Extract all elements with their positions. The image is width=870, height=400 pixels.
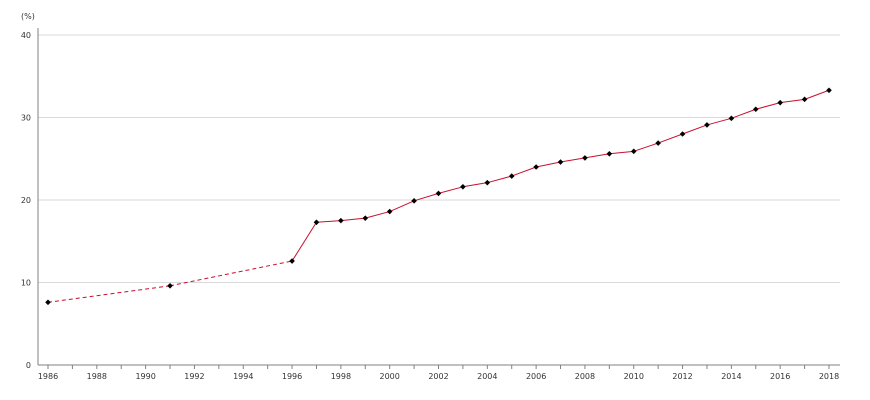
data-point-marker bbox=[752, 106, 759, 113]
data-point-marker bbox=[362, 215, 369, 221]
data-point-marker bbox=[679, 131, 686, 137]
data-point-marker bbox=[704, 122, 710, 128]
data-point-marker bbox=[630, 148, 637, 155]
y-axis-unit-label: (%) bbox=[21, 12, 35, 21]
y-tick-label: 30 bbox=[21, 114, 31, 123]
x-tick-label: 1990 bbox=[135, 372, 155, 381]
data-point-marker bbox=[435, 190, 442, 197]
x-tick-label: 1992 bbox=[184, 372, 204, 381]
series-segment bbox=[389, 200, 415, 213]
series-segment bbox=[340, 217, 366, 222]
series-segment bbox=[536, 161, 561, 168]
axes bbox=[37, 28, 840, 366]
series-segment bbox=[731, 108, 756, 119]
data-point-marker bbox=[826, 87, 832, 94]
series-line bbox=[47, 89, 830, 303]
data-point-marker bbox=[655, 140, 661, 146]
x-tick-label: 2002 bbox=[428, 372, 448, 381]
data-point-marker bbox=[777, 99, 783, 106]
data-point-marker bbox=[484, 179, 491, 186]
series-segment bbox=[316, 220, 341, 223]
data-point-marker bbox=[801, 96, 808, 103]
series-segment bbox=[584, 153, 610, 159]
data-point-marker bbox=[582, 155, 588, 161]
series-segment bbox=[682, 124, 708, 135]
series-segment bbox=[609, 150, 634, 155]
data-point-marker bbox=[460, 184, 466, 190]
x-tick-label: 2004 bbox=[477, 372, 497, 381]
series-segment bbox=[804, 89, 830, 100]
x-tick-label: 2014 bbox=[721, 372, 741, 381]
x-tick-label: 2010 bbox=[624, 372, 644, 381]
series-segment bbox=[291, 222, 317, 262]
data-point-marker bbox=[338, 217, 344, 224]
data-point-marker bbox=[508, 173, 515, 179]
data-point-marker bbox=[386, 208, 393, 215]
data-point-marker bbox=[557, 159, 564, 165]
series-segment bbox=[560, 157, 586, 163]
y-tick-label: 0 bbox=[26, 361, 31, 370]
data-point-marker bbox=[728, 115, 735, 122]
x-tick-label: 1986 bbox=[38, 372, 58, 381]
x-tick-label: 2006 bbox=[526, 372, 546, 381]
data-point-marker bbox=[313, 219, 320, 226]
data-point-marker bbox=[45, 299, 51, 306]
x-tick-label: 1996 bbox=[282, 372, 302, 381]
series-segment bbox=[365, 211, 390, 219]
data-point-marker bbox=[533, 164, 539, 170]
y-axis-ticks: 0 10 20 30 40 bbox=[21, 31, 31, 370]
y-tick-label: 10 bbox=[21, 279, 31, 288]
series-segment bbox=[413, 192, 439, 202]
x-tick-label: 1988 bbox=[87, 372, 107, 381]
data-point-marker bbox=[606, 151, 613, 157]
series-segment bbox=[780, 98, 805, 104]
x-axis-ticks: 1986 1988 1990 1992 1994 1996 1998 2000 2002 2004… bbox=[38, 365, 839, 381]
x-tick-label: 1998 bbox=[331, 372, 351, 381]
x-tick-label: 2018 bbox=[819, 372, 839, 381]
data-point-marker bbox=[289, 258, 295, 264]
y-tick-label: 20 bbox=[21, 196, 31, 205]
x-tick-label: 2016 bbox=[770, 372, 790, 381]
series-segment bbox=[706, 117, 732, 126]
series-segment bbox=[511, 166, 537, 177]
series-segment bbox=[755, 102, 781, 110]
x-tick-label: 2012 bbox=[672, 372, 692, 381]
data-point-marker bbox=[167, 283, 173, 289]
series-segment-dashed bbox=[47, 285, 171, 303]
series-segment bbox=[462, 182, 488, 188]
y-tick-label: 40 bbox=[21, 31, 31, 40]
series-segment bbox=[438, 186, 464, 194]
gridlines bbox=[38, 34, 840, 283]
series-points bbox=[45, 87, 832, 306]
series-segment bbox=[487, 175, 512, 184]
x-tick-label: 2008 bbox=[575, 372, 595, 381]
data-point-marker bbox=[411, 198, 417, 204]
series-segment bbox=[633, 142, 659, 152]
series-segment bbox=[657, 133, 683, 144]
x-tick-label: 2000 bbox=[380, 372, 400, 381]
x-tick-label: 1994 bbox=[233, 372, 253, 381]
